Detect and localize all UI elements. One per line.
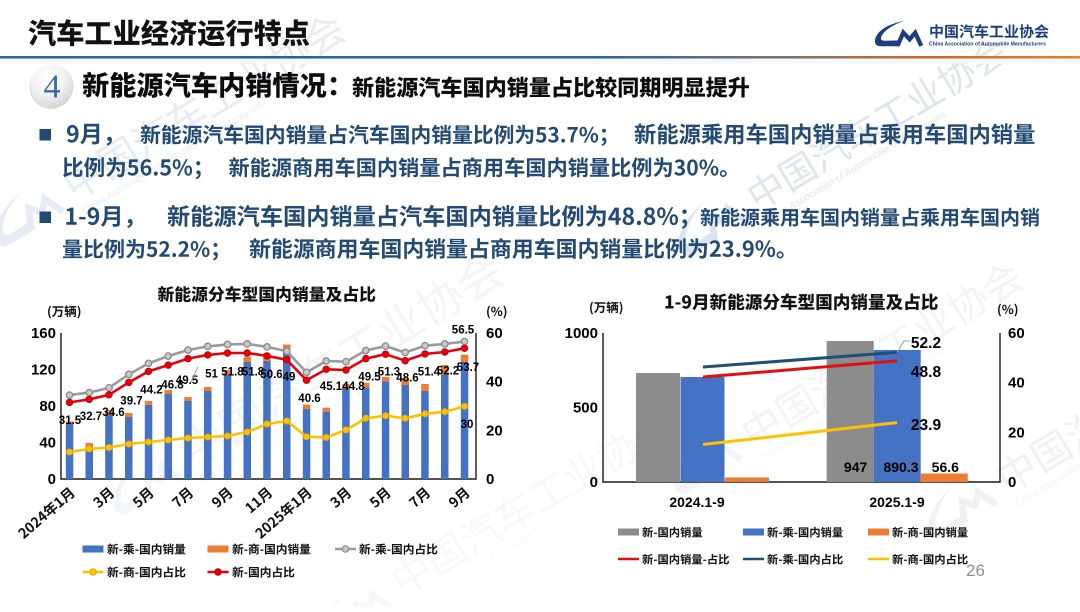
svg-text:4: 4: [44, 69, 61, 106]
svg-text:56.5: 56.5: [452, 325, 475, 337]
svg-text:52.2: 52.2: [437, 366, 459, 378]
svg-text:30: 30: [461, 419, 474, 431]
svg-text:51: 51: [205, 369, 218, 381]
svg-text:49.5: 49.5: [176, 375, 199, 387]
svg-text:52.2: 52.2: [911, 335, 941, 352]
svg-text:120: 120: [31, 362, 56, 379]
svg-text:1000: 1000: [565, 325, 598, 342]
svg-text:48.8: 48.8: [911, 364, 942, 381]
svg-text:46.8: 46.8: [161, 380, 184, 392]
svg-text:60: 60: [486, 325, 503, 342]
svg-text:20: 20: [1008, 424, 1025, 441]
svg-text:80: 80: [39, 398, 56, 415]
svg-text:60: 60: [1008, 325, 1025, 342]
svg-text:44.8: 44.8: [342, 381, 365, 393]
svg-text:2025.1-9: 2025.1-9: [869, 494, 924, 510]
svg-text:53.7: 53.7: [457, 362, 479, 374]
svg-text:51.8: 51.8: [242, 367, 265, 379]
svg-text:947: 947: [844, 459, 868, 475]
svg-text:0: 0: [48, 471, 56, 488]
svg-text:50.6: 50.6: [260, 369, 282, 381]
svg-text:40: 40: [1008, 375, 1025, 392]
svg-text:40: 40: [486, 374, 503, 391]
svg-text:48.6: 48.6: [396, 373, 418, 385]
svg-text:51.3: 51.3: [378, 367, 400, 379]
svg-text:China Association of Automobil: China Association of Automobile Manufact…: [929, 42, 1046, 48]
svg-text:890.3: 890.3: [883, 459, 918, 475]
svg-text:56.6: 56.6: [932, 459, 959, 475]
svg-text:39.7: 39.7: [120, 396, 142, 408]
svg-text:500: 500: [573, 400, 598, 417]
svg-text:31.5: 31.5: [59, 415, 82, 427]
svg-text:34.6: 34.6: [102, 407, 124, 419]
svg-text:26: 26: [966, 561, 985, 580]
svg-text:0: 0: [486, 471, 494, 488]
svg-text:0: 0: [1008, 474, 1016, 491]
svg-text:51.4: 51.4: [418, 367, 441, 379]
svg-text:40.6: 40.6: [298, 393, 320, 405]
svg-text:51.8: 51.8: [221, 367, 244, 379]
svg-text:2024.1-9: 2024.1-9: [669, 494, 724, 510]
svg-text:0: 0: [590, 474, 598, 491]
svg-text:44.2: 44.2: [140, 385, 162, 397]
svg-text:32.7: 32.7: [80, 411, 102, 423]
svg-text:49: 49: [283, 372, 296, 384]
svg-text:160: 160: [31, 325, 56, 342]
svg-text:49.5: 49.5: [358, 372, 381, 384]
svg-text:20: 20: [486, 422, 503, 439]
svg-text:23.9: 23.9: [911, 417, 942, 434]
svg-text:40: 40: [39, 435, 56, 452]
svg-text:45.1: 45.1: [320, 381, 343, 393]
